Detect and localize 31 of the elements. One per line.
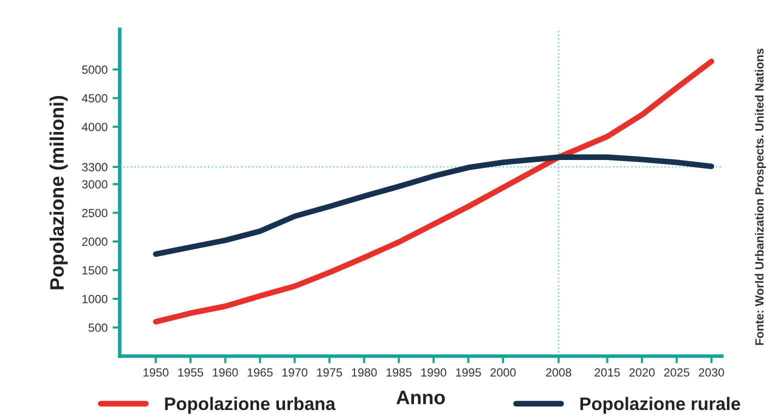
- y-tick-label: 3300: [82, 162, 108, 172]
- y-tick-label: 5000: [82, 66, 108, 74]
- x-tick-label: 2025: [664, 368, 690, 377]
- x-tick-label: 1985: [386, 368, 412, 377]
- source-note: Fonte: World Urbanization Prospects. United Nations: [754, 48, 766, 345]
- x-tick-label: 1960: [213, 368, 238, 377]
- y-tick-label: 500: [88, 324, 108, 332]
- x-tick-label: 2008: [546, 368, 572, 377]
- x-tick-label: 2000: [490, 368, 516, 377]
- x-tick-label: 1980: [352, 368, 377, 377]
- legend-label: Popolazione rurale: [580, 396, 740, 414]
- y-tick-label: 4000: [82, 122, 108, 132]
- y-tick-label: 1000: [82, 294, 108, 304]
- y-tick-label: 2500: [82, 208, 108, 218]
- legend-label: Popolazione urbana: [165, 396, 336, 414]
- x-tick-label: 1965: [248, 368, 273, 377]
- y-tick-label: 4500: [82, 94, 108, 103]
- x-tick-label: 1950: [144, 368, 168, 377]
- x-tick-label: 2020: [629, 368, 655, 377]
- y-tick-label: 3000: [82, 180, 108, 189]
- x-tick-label: 1990: [421, 368, 446, 377]
- x-tick-label: 2030: [698, 368, 724, 377]
- y-tick-label: 2000: [82, 238, 108, 246]
- x-tick-label: 2015: [594, 368, 620, 377]
- x-tick-label: 1975: [317, 368, 342, 377]
- x-axis-title: Anno: [396, 390, 445, 404]
- x-tick-label: 1995: [456, 368, 481, 377]
- y-tick-label: 1500: [82, 266, 108, 275]
- y-axis-title: Popolazione (milioni): [50, 96, 68, 290]
- x-tick-label: 1955: [178, 368, 204, 377]
- x-tick-label: 1970: [282, 368, 308, 377]
